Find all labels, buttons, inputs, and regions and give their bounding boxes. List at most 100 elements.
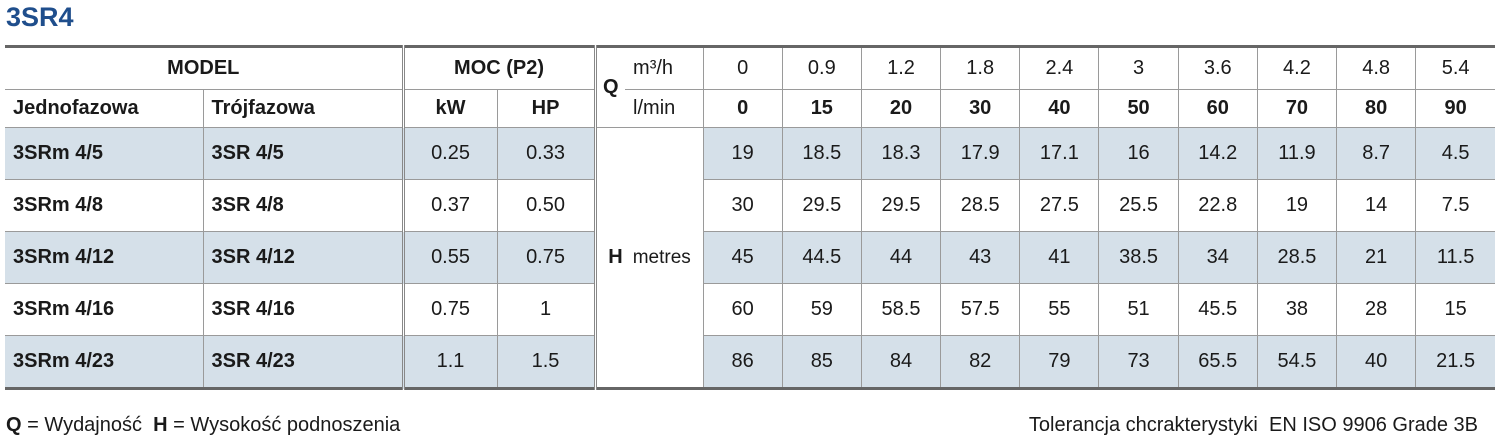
header-cell: l/min — [625, 89, 704, 128]
q-symbol: Q — [6, 414, 22, 436]
value-cell: 28.5 — [940, 179, 1021, 232]
value-cell: 29.5 — [781, 179, 862, 232]
h-unit: metres — [632, 247, 691, 268]
q-text: = Wydajność — [27, 414, 142, 436]
header-cell: 40 — [1019, 89, 1100, 128]
value-cell: 0.75 — [401, 283, 498, 336]
h-symbol: H — [608, 246, 623, 268]
value-cell: 1.5 — [496, 335, 596, 390]
header-cell: Trójfazowa — [202, 89, 404, 128]
header-cell: 0.9 — [781, 45, 862, 90]
header-cell: 15 — [781, 89, 862, 128]
table-row: 3SRm 4/12 3SR 4/12 0.55 0.75 45 44.5 44 43 41 38.… — [5, 231, 1495, 284]
model-cell: 3SRm 4/16 — [5, 283, 204, 336]
value-cell: 1 — [496, 283, 596, 336]
header-cell: 4.2 — [1256, 45, 1338, 90]
header-cell: MODEL — [5, 45, 404, 90]
value-cell: 19 — [702, 127, 783, 180]
header-cell: 90 — [1415, 89, 1495, 128]
value-cell: 0.55 — [401, 231, 498, 284]
value-cell: 18.3 — [860, 127, 942, 180]
header-cell: HP — [496, 89, 596, 128]
model-cell: 3SR 4/12 — [202, 231, 404, 284]
value-cell: 0.33 — [496, 127, 596, 180]
header-cell: 60 — [1177, 89, 1258, 128]
value-cell: 17.9 — [940, 127, 1021, 180]
value-cell: 16 — [1098, 127, 1179, 180]
value-cell: 11.9 — [1256, 127, 1338, 180]
header-cell: 50 — [1098, 89, 1179, 128]
value-cell: 57.5 — [940, 283, 1021, 336]
model-cell: 3SRm 4/23 — [5, 335, 204, 390]
header-cell: 1.2 — [860, 45, 942, 90]
legend-note: Q = Wydajność H = Wysokość podnoszenia — [6, 414, 400, 437]
value-cell: 21 — [1336, 231, 1417, 284]
value-cell: 73 — [1098, 335, 1179, 390]
header-cell: 4.8 — [1336, 45, 1417, 90]
value-cell: 4.5 — [1415, 127, 1495, 180]
header-cell: 3.6 — [1177, 45, 1258, 90]
value-cell: 54.5 — [1256, 335, 1338, 390]
value-cell: 29.5 — [860, 179, 942, 232]
value-cell: 51 — [1098, 283, 1179, 336]
value-cell: 0.50 — [496, 179, 596, 232]
value-cell: 79 — [1019, 335, 1100, 390]
header-cell: 5.4 — [1415, 45, 1495, 90]
value-cell: 14.2 — [1177, 127, 1258, 180]
value-cell: 60 — [702, 283, 783, 336]
value-cell: 7.5 — [1415, 179, 1495, 232]
header-cell: m³/h — [625, 45, 704, 90]
value-cell: 28 — [1336, 283, 1417, 336]
value-cell: 15 — [1415, 283, 1495, 336]
value-cell: 44 — [860, 231, 942, 284]
value-cell: 17.1 — [1019, 127, 1100, 180]
header-cell: 80 — [1336, 89, 1417, 128]
value-cell: 41 — [1019, 231, 1100, 284]
value-cell: 65.5 — [1177, 335, 1258, 390]
value-cell: 45.5 — [1177, 283, 1258, 336]
model-cell: 3SR 4/8 — [202, 179, 404, 232]
value-cell: 25.5 — [1098, 179, 1179, 232]
value-cell: 28.5 — [1256, 231, 1338, 284]
model-cell: 3SR 4/16 — [202, 283, 404, 336]
value-cell: 85 — [781, 335, 862, 390]
table-row: 3SRm 4/23 3SR 4/23 1.1 1.5 86 85 84 82 79 73 65.5 5… — [5, 335, 1495, 390]
model-cell: 3SRm 4/5 — [5, 127, 204, 180]
table-row: 3SRm 4/16 3SR 4/16 0.75 1 60 59 58.5 57.5 55 51 45… — [5, 283, 1495, 336]
value-cell: 0.75 — [496, 231, 596, 284]
header-cell: 30 — [940, 89, 1021, 128]
value-cell: 27.5 — [1019, 179, 1100, 232]
header-cell: 70 — [1256, 89, 1338, 128]
model-cell: 3SRm 4/8 — [5, 179, 204, 232]
header-cell: Jednofazowa — [5, 89, 204, 128]
value-cell: 59 — [781, 283, 862, 336]
title: 3SR4 — [6, 2, 74, 32]
value-cell: 55 — [1019, 283, 1100, 336]
h-text: = Wysokość podnoszenia — [173, 414, 401, 436]
model-cell: 3SRm 4/12 — [5, 231, 204, 284]
value-cell: 44.5 — [781, 231, 862, 284]
value-cell: 8.7 — [1336, 127, 1417, 180]
table-row: Jednofazowa Trójfazowa kW HP l/min 0 15 20 30 40 5… — [5, 89, 1495, 128]
header-cell: 2.4 — [1019, 45, 1100, 90]
header-cell: MOC (P2) — [401, 45, 596, 90]
header-cell: Q — [593, 45, 626, 128]
value-cell: 30 — [702, 179, 783, 232]
value-cell: 14 — [1336, 179, 1417, 232]
value-cell: 21.5 — [1415, 335, 1495, 390]
tolerance-note: Tolerancja chcrakterystyki EN ISO 9906 G… — [1028, 414, 1478, 436]
value-cell: 58.5 — [860, 283, 942, 336]
value-cell: 22.8 — [1177, 179, 1258, 232]
header-cell: 3 — [1098, 45, 1179, 90]
value-cell: 45 — [702, 231, 783, 284]
value-cell: 38 — [1256, 283, 1338, 336]
value-cell: 11.5 — [1415, 231, 1495, 284]
header-cell: 20 — [860, 89, 942, 128]
value-cell: 0.25 — [401, 127, 498, 180]
value-cell: 84 — [860, 335, 942, 390]
model-cell: 3SR 4/23 — [202, 335, 404, 390]
